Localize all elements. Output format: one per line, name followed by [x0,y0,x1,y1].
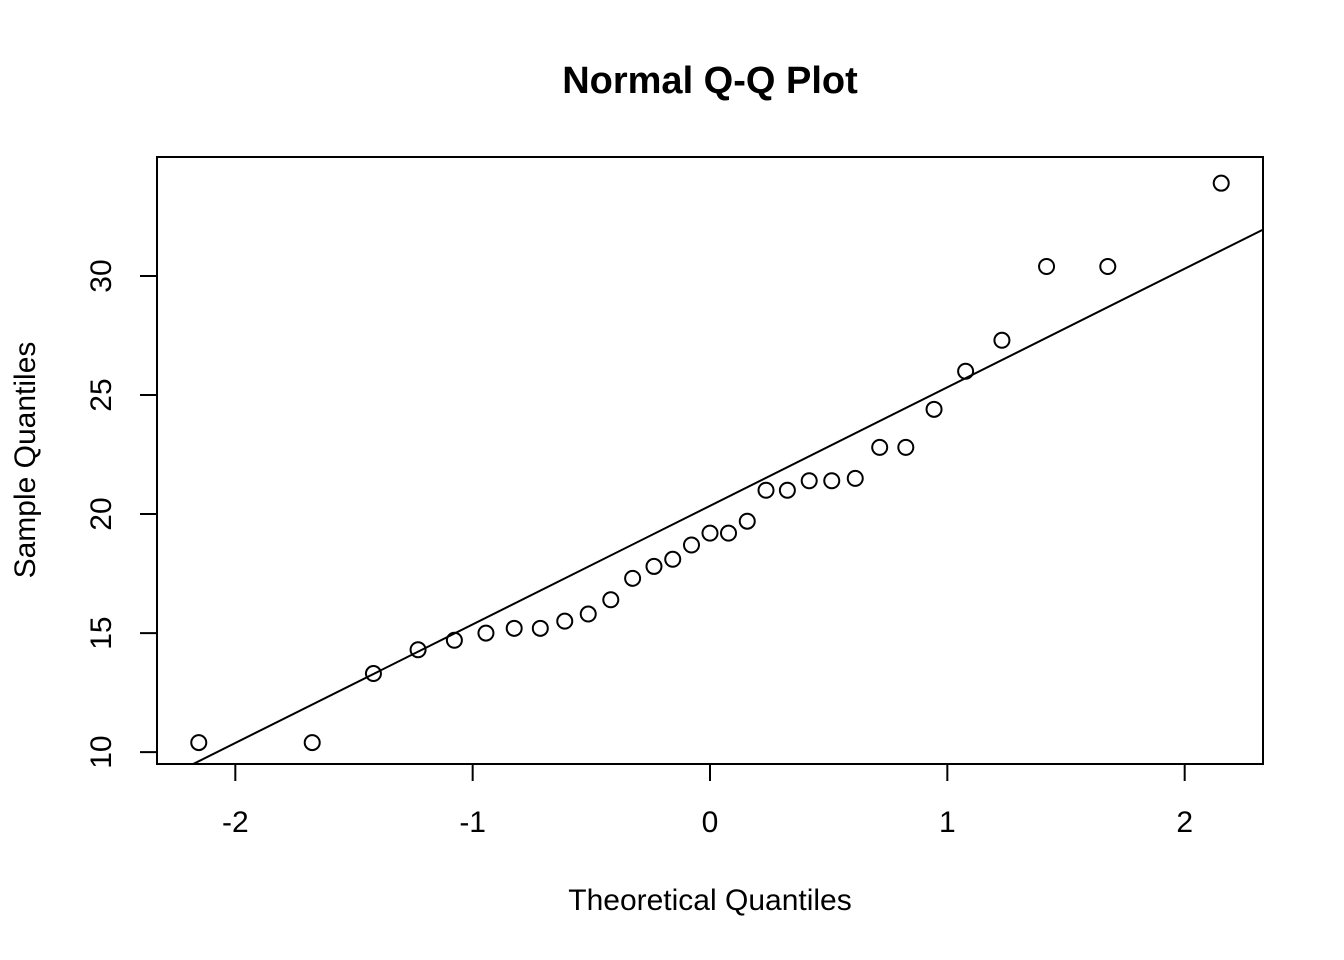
data-point [477,624,495,642]
data-point [871,438,889,456]
x-tick-label: 0 [702,806,719,839]
y-axis: 10 15 20 25 30 [85,259,157,769]
y-tick-label: 15 [85,616,118,649]
data-point [925,400,943,418]
reference-line [190,228,1263,764]
data-point [556,612,574,630]
data-point [190,734,208,752]
data-point [602,591,620,609]
reference-line-group [190,228,1263,764]
chart-title: Normal Q-Q Plot [562,60,858,102]
data-point [579,605,597,623]
data-point [823,472,841,490]
x-axis-label: Theoretical Quantiles [568,884,851,917]
data-point [1212,174,1230,192]
data-point [664,550,682,568]
data-point [445,631,463,649]
y-tick-label: 10 [85,735,118,768]
data-point [800,472,818,490]
data-point [720,524,738,542]
data-point [303,734,321,752]
data-point [624,569,642,587]
x-tick-label: -1 [459,806,486,839]
data-point [846,469,864,487]
y-tick-label: 30 [85,259,118,292]
data-point [1099,257,1117,275]
x-tick-label: 2 [1176,806,1193,839]
data-point [364,665,382,683]
data-point [738,512,756,530]
data-point [778,481,796,499]
y-tick-label: 20 [85,497,118,530]
data-point [757,481,775,499]
data-point [701,524,719,542]
x-axis: -2 -1 0 1 2 [222,764,1193,839]
plot-frame [156,156,1264,765]
data-point [409,641,427,659]
data-point [957,362,975,380]
data-point [993,331,1011,349]
data-points [190,174,1230,752]
data-point [645,557,663,575]
data-point [505,619,523,637]
data-point [531,619,549,637]
data-point [897,438,915,456]
data-point [1038,257,1056,275]
x-tick-label: 1 [939,806,956,839]
x-tick-label: -2 [222,806,249,839]
y-tick-label: 25 [85,378,118,411]
data-point [682,536,700,554]
y-axis-label: Sample Quantiles [9,342,42,579]
